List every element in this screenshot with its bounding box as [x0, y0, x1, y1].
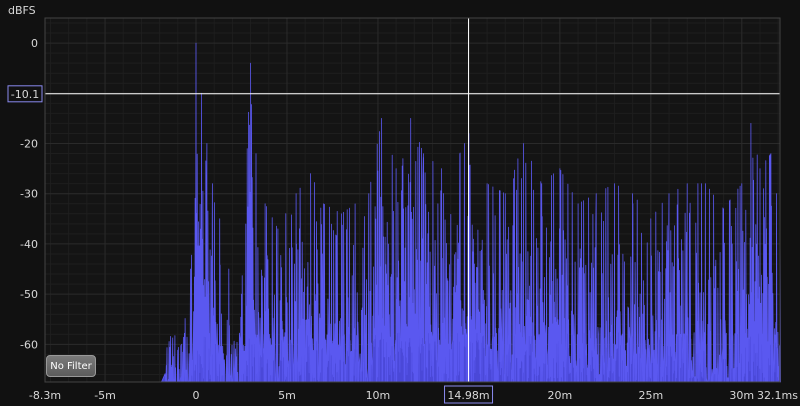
cursor-x-readout-box	[444, 385, 494, 404]
x-tick-label: 20m	[548, 389, 573, 402]
x-tick-label: -8.3m	[29, 389, 61, 402]
y-tick-label: -60	[20, 338, 38, 351]
cursor-y-readout: -10.1	[11, 88, 39, 101]
y-tick-label: -30	[20, 188, 38, 201]
impulse-series	[161, 42, 781, 383]
y-tick-label: -20	[20, 138, 38, 151]
x-tick-label: 32.1ms	[757, 389, 798, 402]
plot-border	[44, 17, 781, 383]
cursor-x-readout: 14.98m	[447, 389, 489, 402]
x-tick-label: 0	[193, 389, 200, 402]
y-axis-label: dBFS	[8, 4, 36, 17]
filter-button[interactable]: No Filter	[46, 355, 96, 377]
y-tick-label: -40	[20, 238, 38, 251]
x-tick-label: 10m	[366, 389, 391, 402]
x-tick-label: 5m	[278, 389, 296, 402]
y-tick-label: 0	[31, 37, 38, 50]
cursor-y-readout-box	[7, 85, 43, 103]
x-tick-label: -5m	[94, 389, 116, 402]
y-tick-label: -50	[20, 288, 38, 301]
x-tick-label: 30m	[729, 389, 754, 402]
x-tick-label: 25m	[638, 389, 663, 402]
